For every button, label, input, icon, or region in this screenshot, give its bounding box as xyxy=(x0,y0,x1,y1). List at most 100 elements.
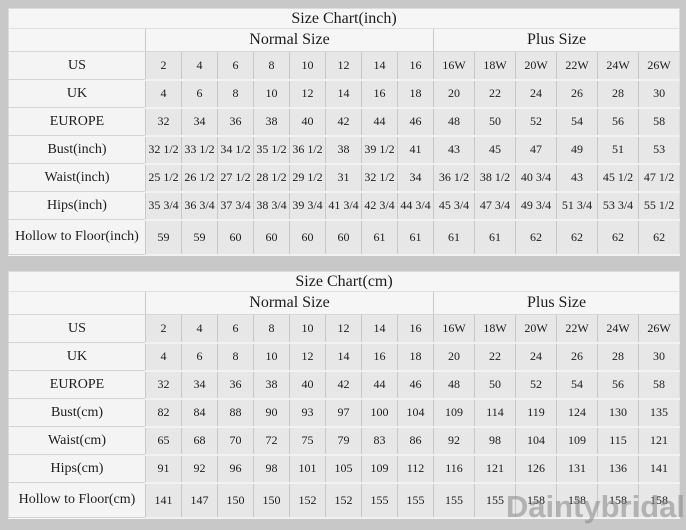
row-label: Hollow to Floor(cm) xyxy=(8,482,146,518)
size-cell: 24W xyxy=(597,51,639,81)
size-cell: 49 xyxy=(556,135,598,165)
size-cell: 14 xyxy=(361,314,398,344)
size-cell: 30 xyxy=(637,342,680,372)
size-cell: 105 xyxy=(325,454,362,484)
table-row: US 2 4 6 8 10 12 14 16 16W 18W 20W 22W 24W 26W xyxy=(8,51,680,81)
size-table-inch: Size Chart(inch) Normal Size Plus Size US 2 4… xyxy=(8,8,681,256)
size-cell: 40 xyxy=(289,370,326,400)
size-cell: 4 xyxy=(181,51,218,81)
size-chart-inch-section: Size Chart(inch) Normal Size Plus Size US 2 4… xyxy=(8,8,681,256)
size-cell: 97 xyxy=(325,398,362,428)
row-label: EUROPE xyxy=(8,370,146,399)
size-cell: 93 xyxy=(289,398,326,428)
size-cell: 38 xyxy=(253,107,290,137)
size-cell: 28 xyxy=(597,79,639,109)
size-cell: 50 xyxy=(474,107,516,137)
size-cell: 27 1/2 xyxy=(217,163,254,193)
size-cell: 26 1/2 xyxy=(181,163,218,193)
size-cell: 34 xyxy=(181,107,218,137)
size-cell: 88 xyxy=(217,398,254,428)
table-row: Bust(cm) 82 84 88 90 93 97 100 104 109 114 119 124 13… xyxy=(8,398,680,428)
size-cell: 36 1/2 xyxy=(289,135,326,165)
size-cell: 155 xyxy=(474,482,516,519)
size-cell: 60 xyxy=(289,219,326,256)
size-cell: 16 xyxy=(397,51,434,81)
size-cell: 45 3/4 xyxy=(433,191,475,221)
size-cell: 109 xyxy=(556,426,598,456)
size-cell: 136 xyxy=(597,454,639,484)
size-cell: 34 xyxy=(181,370,218,400)
size-cell: 152 xyxy=(325,482,362,519)
size-cell: 141 xyxy=(145,482,182,519)
size-cell: 158 xyxy=(637,482,680,519)
row-label: US xyxy=(8,314,146,343)
size-cell: 8 xyxy=(217,79,254,109)
size-cell: 28 xyxy=(597,342,639,372)
size-cell: 18W xyxy=(474,314,516,344)
row-label: UK xyxy=(8,342,146,371)
table-row: Hollow to Floor(cm) 141 147 150 150 152 152 155… xyxy=(8,482,680,519)
table-row: Waist(inch) 25 1/2 26 1/2 27 1/2 28 1/2 29 1/… xyxy=(8,163,680,193)
size-cell: 22W xyxy=(556,314,598,344)
size-cell: 26 xyxy=(556,342,598,372)
size-cell: 100 xyxy=(361,398,398,428)
size-cell: 38 xyxy=(253,370,290,400)
table-row: UK 4 6 8 10 12 14 16 18 20 22 24 26 28 30 xyxy=(8,342,680,372)
size-cell: 35 1/2 xyxy=(253,135,290,165)
size-cell: 10 xyxy=(289,314,326,344)
size-cell: 16 xyxy=(361,342,398,372)
size-cell: 26W xyxy=(637,314,680,344)
size-cell: 22 xyxy=(474,342,516,372)
size-cell: 86 xyxy=(397,426,434,456)
size-cell: 61 xyxy=(474,219,516,256)
size-cell: 155 xyxy=(397,482,434,519)
size-cell: 131 xyxy=(556,454,598,484)
size-cell: 8 xyxy=(217,342,254,372)
size-cell: 112 xyxy=(397,454,434,484)
size-cell: 60 xyxy=(217,219,254,256)
size-cell: 6 xyxy=(181,79,218,109)
row-label: Hips(cm) xyxy=(8,454,146,483)
size-cell: 41 3/4 xyxy=(325,191,362,221)
size-cell: 42 xyxy=(325,370,362,400)
size-cell: 61 xyxy=(361,219,398,256)
size-cell: 47 3/4 xyxy=(474,191,516,221)
size-cell: 36 1/2 xyxy=(433,163,475,193)
size-cell: 51 xyxy=(597,135,639,165)
size-cell: 119 xyxy=(515,398,557,428)
row-label: Waist(cm) xyxy=(8,426,146,455)
row-label: Hips(inch) xyxy=(8,191,146,220)
size-cell: 28 1/2 xyxy=(253,163,290,193)
size-cell: 38 1/2 xyxy=(474,163,516,193)
size-cell: 147 xyxy=(181,482,218,519)
size-cell: 26W xyxy=(637,51,680,81)
size-cell: 130 xyxy=(597,398,639,428)
size-cell: 54 xyxy=(556,370,598,400)
size-cell: 150 xyxy=(217,482,254,519)
size-cell: 109 xyxy=(361,454,398,484)
size-cell: 155 xyxy=(433,482,475,519)
size-cell: 79 xyxy=(325,426,362,456)
size-cell: 62 xyxy=(515,219,557,256)
size-cell: 50 xyxy=(474,370,516,400)
size-cell: 24 xyxy=(515,342,557,372)
table-title: Size Chart(cm) xyxy=(8,271,680,292)
size-cell: 52 xyxy=(515,370,557,400)
size-cell: 54 xyxy=(556,107,598,137)
size-cell: 150 xyxy=(253,482,290,519)
size-cell: 48 xyxy=(433,107,475,137)
row-label: US xyxy=(8,51,146,80)
size-cell: 56 xyxy=(597,107,639,137)
size-cell: 104 xyxy=(397,398,434,428)
size-cell: 25 1/2 xyxy=(145,163,182,193)
size-cell: 29 1/2 xyxy=(289,163,326,193)
size-cell: 43 xyxy=(433,135,475,165)
size-cell: 59 xyxy=(145,219,182,256)
size-cell: 18 xyxy=(397,79,434,109)
size-cell: 12 xyxy=(289,79,326,109)
size-cell: 22W xyxy=(556,51,598,81)
size-cell: 84 xyxy=(181,398,218,428)
row-label: UK xyxy=(8,79,146,108)
table-row: EUROPE 32 34 36 38 40 42 44 46 48 50 52 54 56 58 xyxy=(8,370,680,400)
size-cell: 2 xyxy=(145,51,182,81)
